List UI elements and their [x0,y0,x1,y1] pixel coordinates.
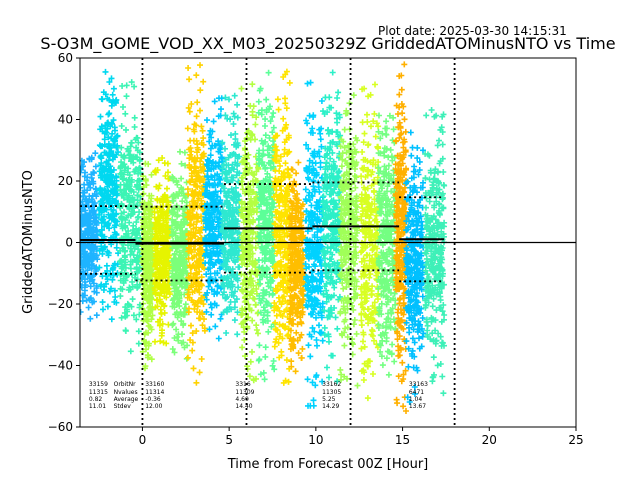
y-tick-label: 0 [65,236,73,250]
point-band [151,155,173,347]
x-axis-label: Time from Forecast 00Z [Hour] [227,457,429,472]
stats-value: 11314 [145,389,164,396]
x-axis: 0 5 10 15 20 25 [139,427,584,447]
stats-label: OrbitNr [114,381,137,388]
point-band [320,69,344,385]
stats-value: 5.25 [322,396,336,403]
point-marks [80,150,101,322]
y-tick-label: 60 [58,51,73,65]
y-tick-label: −40 [48,359,73,373]
stats-value: 1.04 [409,396,423,403]
stats-label: Average [114,396,139,403]
point-marks [96,68,122,323]
point-band [184,62,208,386]
point-band [139,160,156,372]
point-band [375,112,399,378]
y-tick-label: 20 [58,174,73,188]
stats-label: Stdev [114,403,132,410]
point-marks [219,92,243,338]
point-marks [184,62,208,386]
reference-lines [80,58,576,427]
point-band [302,79,326,409]
y-axis-label: GriddedATOMinusNTO [21,170,36,314]
point-marks [117,79,144,355]
y-tick-label: −60 [48,420,73,434]
chart-title: S-O3M_GOME_VOD_XX_M03_20250329Z GriddedA… [40,34,615,54]
point-band [255,69,278,383]
stats-value: 33159 [89,381,108,388]
stats-value: 11315 [89,389,108,396]
stats-value: 13.67 [409,403,426,410]
stats-value: 14.40 [235,403,252,410]
stats-value: -0.36 [145,396,161,403]
x-tick-label: 5 [225,433,233,447]
x-tick-label: 15 [395,433,410,447]
y-tick-label: −20 [48,297,73,311]
point-band [219,92,243,338]
y-tick-label: 40 [58,113,73,127]
plot-date: Plot date: 2025-03-30 14:15:31 [378,24,567,38]
stats-value: 12.00 [145,403,162,410]
stats-value: 0.82 [89,396,103,403]
x-tick-label: 20 [482,433,497,447]
y-axis: −60 −40 −20 0 20 40 60 [48,51,80,434]
point-band [117,79,144,355]
point-marks [139,160,156,372]
stats-value: 33162 [322,381,341,388]
point-band [337,92,361,389]
stats-value: 11.01 [89,403,106,410]
stats-value: 11309 [235,389,254,396]
data-points [80,61,448,414]
point-band [80,150,101,322]
point-marks [255,69,278,383]
stats-label: Nvalues [114,389,138,396]
point-marks [375,112,399,378]
point-marks [320,69,344,385]
x-tick-label: 10 [308,433,323,447]
point-marks [337,92,361,389]
stats-value: 33163 [409,381,428,388]
stats-value: 4.60 [235,396,249,403]
point-band [96,68,122,323]
point-marks [151,155,173,347]
stats-value: 3316 [235,381,250,388]
stats-value: 33160 [145,381,164,388]
stats-value: 11305 [322,389,341,396]
x-tick-label: 25 [568,433,583,447]
stats-value: 6471 [409,389,424,396]
point-marks [302,79,326,409]
stats-value: 14.29 [322,403,339,410]
x-tick-label: 0 [139,433,147,447]
